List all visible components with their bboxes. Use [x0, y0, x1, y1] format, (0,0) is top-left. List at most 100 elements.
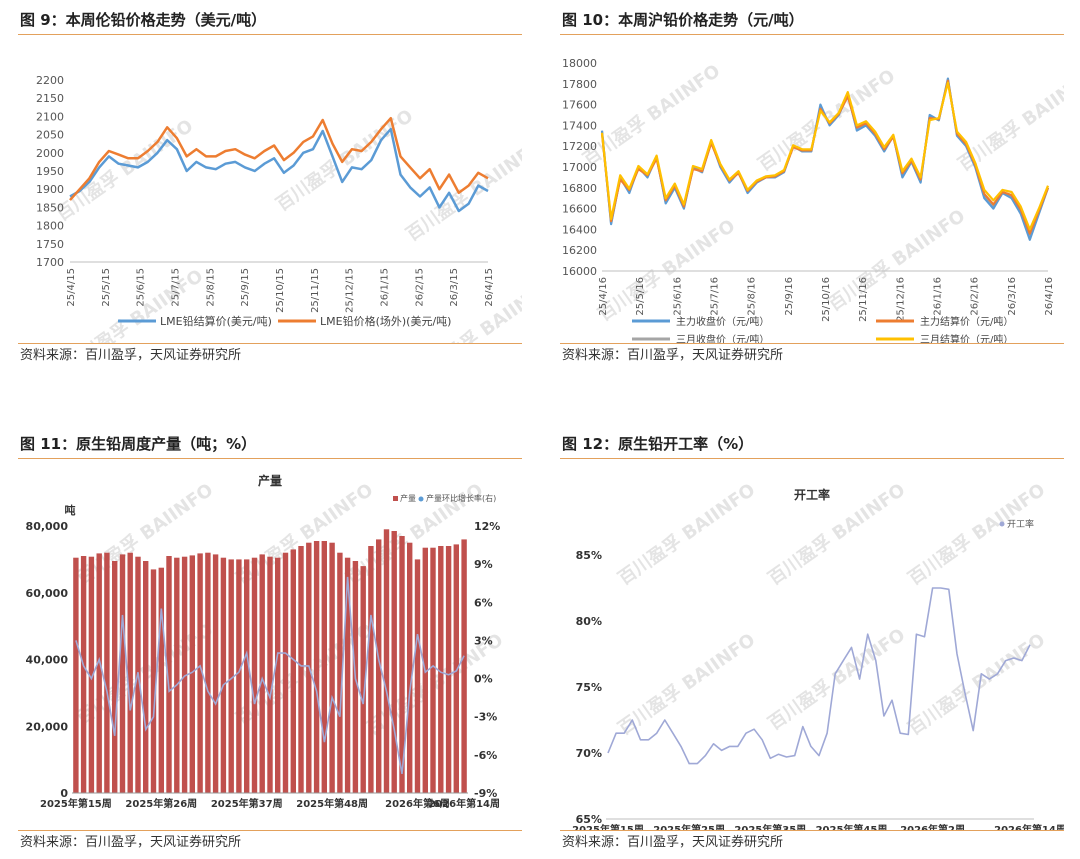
x-tick-label: 25/10/16 [821, 277, 832, 322]
legend-label: LME铅结算价(美元/吨) [160, 314, 272, 328]
x-tick-label: 2025年第37周 [211, 797, 283, 810]
y-tick-label: 80% [576, 615, 602, 628]
output-bar [414, 559, 421, 793]
x-tick-label: 2026年第14周 [994, 823, 1064, 830]
source-note: 资料来源：百川盈孚，天风证券研究所 [20, 835, 242, 850]
y-tick-label: 60,000 [26, 587, 69, 600]
output-bar [337, 552, 343, 793]
y-tick-label: 17600 [562, 99, 597, 112]
output-bar [127, 552, 133, 793]
output-bar [360, 566, 366, 793]
y-tick-label: 17200 [562, 140, 597, 153]
output-bar [166, 556, 172, 793]
x-tick-label: 26/2/16 [970, 277, 981, 316]
panel-lme-lead-price: 图 9：本周伦铅价格走势（美元/吨） 百川盈孚 BAIINFO 百川盈孚 BAII… [18, 6, 522, 368]
x-tick-label: 25/4/16 [598, 277, 609, 316]
output-bar [445, 546, 452, 793]
title-rule [560, 458, 1064, 459]
x-tick-label: 2025年第45周 [816, 823, 888, 830]
output-bar [329, 542, 335, 793]
y-tick-label: 17400 [562, 119, 597, 132]
y-tick-label: 1900 [36, 183, 64, 196]
x-tick-label: 26/3/15 [449, 268, 460, 307]
y-tick-label: 17000 [562, 161, 597, 174]
legend-label: 三月收盘价（元/吨） [676, 333, 769, 343]
y-tick-label: 16400 [562, 223, 597, 236]
x-tick-label: 2026年第2周 [900, 823, 965, 830]
watermark-text: 百川盈孚 BAIINFO [764, 479, 909, 590]
watermark-text: 百川盈孚 BAIINFO [412, 275, 522, 343]
output-bar [290, 549, 296, 793]
source-note: 资料来源：百川盈孚，天风证券研究所 [562, 348, 784, 363]
x-tick-label: 25/12/15 [345, 268, 356, 313]
shfe-lead-price-chart: 百川盈孚 BAIINFO 百川盈孚 BAIINFO 百川盈孚 BAIINFO百川盈孚… [562, 57, 1064, 343]
output-bar [73, 557, 79, 793]
y2-tick-label: 12% [474, 520, 500, 533]
output-bar [298, 546, 304, 793]
x-tick-label: 2025年第15周 [40, 797, 112, 810]
output-bar [174, 557, 180, 793]
y-tick-label: 16800 [562, 182, 597, 195]
output-bar [197, 553, 203, 793]
y-tick-label: 16000 [562, 265, 597, 278]
x-tick-label: 25/10/15 [275, 268, 286, 313]
panel-primary-lead-output: 图 11：原生铅周度产量（吨；%） 百川盈孚 BAIINFO 百川盈孚 BAIIN… [18, 430, 522, 855]
output-bar [275, 557, 281, 793]
watermark-text: 百川盈孚 BAIINFO [904, 479, 1049, 590]
y-tick-label: 65% [576, 813, 602, 826]
x-tick-label: 25/4/15 [66, 268, 77, 307]
series-line [69, 116, 489, 201]
legend-label: 主力收盘价（元/吨） [676, 315, 769, 328]
output-bar [143, 561, 149, 793]
watermark-text: 百川盈孚 BAIINFO [614, 629, 759, 740]
y-tick-label: 2200 [36, 74, 64, 87]
y2-tick-label: -3% [474, 711, 497, 724]
y2-tick-label: 3% [474, 634, 493, 647]
x-tick-label: 26/4/16 [1044, 277, 1055, 316]
x-tick-label: 2026年第6周 [385, 797, 450, 810]
output-bar [244, 559, 250, 793]
y2-tick-label: -6% [474, 749, 497, 762]
y-tick-label: 1800 [36, 220, 64, 233]
output-bar [150, 569, 157, 793]
x-tick-label: 2025年第25周 [653, 823, 725, 830]
x-tick-label: 25/5/16 [635, 277, 646, 316]
legend-label: 主力结算价（元/吨） [920, 315, 1013, 328]
watermark-text: 百川盈孚 BAIINFO [904, 629, 1049, 740]
source-rule [18, 343, 522, 344]
y2-tick-label: -9% [474, 787, 497, 800]
y-tick-label: 16200 [562, 244, 597, 257]
legend-label: 开工率 [1007, 518, 1034, 530]
y-axis-label: 吨 [65, 503, 76, 517]
output-bar [368, 546, 374, 793]
output-bar [453, 544, 459, 793]
y-tick-label: 1850 [36, 201, 64, 214]
x-tick-label: 25/9/15 [240, 268, 251, 307]
output-bar [344, 557, 351, 793]
x-tick-label: 26/1/16 [933, 277, 944, 316]
output-bar [383, 529, 390, 793]
y-tick-label: 2000 [36, 147, 64, 160]
legend-swatch [418, 496, 424, 502]
y-tick-label: 2050 [36, 129, 64, 142]
panel-title: 图 9：本周伦铅价格走势（美元/吨） [20, 11, 267, 29]
output-bar [313, 541, 320, 793]
output-bar [104, 552, 110, 793]
output-bar [220, 557, 227, 793]
watermark-text: 百川盈孚 BAIINFO [579, 60, 724, 171]
x-tick-label: 25/6/15 [136, 268, 147, 307]
output-bar [236, 559, 242, 793]
x-tick-label: 26/2/15 [414, 268, 425, 307]
output-bar [181, 556, 188, 793]
y-tick-label: 80,000 [26, 520, 69, 533]
x-tick-label: 2026年第14周 [428, 797, 500, 810]
y-tick-label: 2150 [36, 92, 64, 105]
chart-title: 开工率 [794, 487, 830, 502]
x-tick-label: 25/6/16 [672, 277, 683, 316]
y-tick-label: 75% [576, 681, 602, 694]
panel-title: 图 10：本周沪铅价格走势（元/吨） [562, 11, 804, 29]
x-tick-label: 25/11/15 [310, 268, 321, 313]
output-bar [205, 552, 211, 793]
y-tick-label: 1750 [36, 238, 64, 251]
x-tick-label: 2025年第15周 [572, 823, 644, 830]
